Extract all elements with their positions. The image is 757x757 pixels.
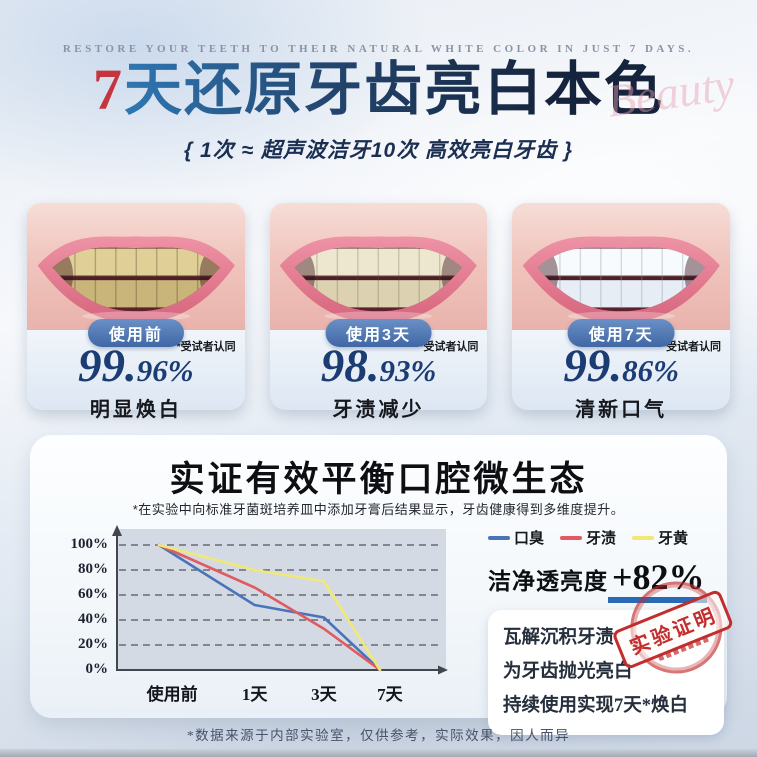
panel-day3: 使用3天 *受试者认同 98.93% 牙渍减少 — [269, 203, 488, 421]
panel-stats: *受试者认同 98.93% 牙渍减少 — [270, 330, 488, 422]
legend-item: 牙渍 — [560, 527, 616, 548]
legend-color-dash — [632, 535, 655, 540]
smile-illustration — [279, 235, 478, 323]
smile-photo-day7 — [512, 203, 731, 330]
legend-label: 口臭 — [514, 530, 545, 547]
benefit-line: 为牙齿抛光亮白 — [503, 662, 633, 683]
chart-plot-area — [112, 525, 448, 675]
evidence-card: 实证有效平衡口腔微生态 *在实验中向标准牙菌斑培养皿中添加牙膏后结果显示，牙齿健… — [30, 435, 737, 735]
panel-caption: 清新口气 — [575, 399, 668, 421]
panel-stats: *受试者认同 99.86% 清新口气 — [512, 330, 730, 422]
legend-label: 牙渍 — [586, 530, 617, 547]
benefit-textbox: 实验证明 瓦解沉积牙渍 为牙齿抛光亮白 持续使用实现7天*焕白 — [488, 567, 737, 735]
legend-color-dash — [488, 535, 510, 540]
panel-caption: 明显焕白 — [89, 399, 182, 421]
percent-small: 86% — [622, 353, 679, 388]
page-title: 7天还原牙齿亮白本色 — [0, 58, 757, 122]
legend-color-dash — [560, 535, 583, 540]
y-tick-label: 20% — [78, 636, 108, 652]
percent-big: 98. — [320, 340, 380, 392]
title-number-7: 7 — [92, 57, 124, 122]
usage-badge: 使用3天 — [325, 319, 432, 347]
percent-small: 93% — [379, 353, 437, 388]
percent-big: 99. — [78, 340, 137, 392]
percent-value: 99.96% — [27, 343, 245, 390]
smile-photo-day3 — [269, 203, 488, 330]
y-tick-label: 80% — [78, 561, 108, 577]
smile-illustration — [37, 235, 235, 323]
data-source-disclaimer: *数据来源于内部实验室，仅供参考，实际效果，因人而异 — [186, 728, 571, 743]
title-text: 天还原牙齿亮白本色 — [123, 57, 664, 122]
y-tick-label: 40% — [78, 611, 108, 627]
english-tagline: RESTORE YOUR TEETH TO THEIR NATURAL WHIT… — [62, 43, 695, 55]
legend-item: 口臭 — [488, 527, 544, 548]
legend-item: 牙黄 — [632, 527, 688, 548]
y-tick-label: 100% — [70, 536, 109, 552]
endorse-note: *受试者认同 — [419, 341, 479, 353]
y-tick-label: 60% — [78, 586, 108, 602]
y-tick-label: 0% — [85, 661, 109, 677]
footer-band-decoration — [0, 749, 757, 757]
panel-before: 使用前 *受试者认同 99.96% 明显焕白 — [27, 203, 245, 421]
percent-small: 96% — [136, 353, 194, 388]
usage-badge: 使用7天 — [567, 319, 675, 347]
chart-side-column: 口臭 牙渍 牙黄 洁净透亮度 +82% 实验证明 瓦解沉积牙渍 为牙齿抛光亮白 持续使… — [488, 527, 737, 735]
percent-big: 99. — [563, 340, 623, 392]
chart-canvas — [112, 525, 448, 675]
panel-day7: 使用7天 *受试者认同 99.86% 清新口气 — [512, 203, 731, 421]
subtitle: { 1次 ≈ 超声波洁牙10次 高效亮白牙齿 } — [183, 139, 574, 162]
endorse-note: *受试者认同 — [661, 341, 722, 353]
line-chart: 0% 20% 40% 60% 80% 100% 使用前 1天 3天 7天 — [54, 525, 484, 709]
percent-value: 98.93% — [270, 343, 488, 390]
highlight-value: +82% — [608, 557, 707, 603]
benefit-line: 瓦解沉积牙渍 — [503, 628, 615, 648]
usage-badge: 使用前 — [87, 319, 184, 347]
panel-stats: *受试者认同 99.96% 明显焕白 — [27, 330, 245, 422]
smile-photo-before — [27, 203, 245, 330]
percent-value: 99.86% — [512, 343, 730, 390]
benefit-line: 持续使用实现7天*焕白 — [503, 696, 689, 717]
highlight-label: 洁净透亮度 — [488, 569, 608, 594]
brightness-highlight: 洁净透亮度 +82% — [488, 556, 724, 603]
evidence-title: 实证有效平衡口腔微生态 — [169, 460, 588, 499]
endorse-note: *受试者认同 — [176, 341, 236, 353]
x-tick-label: 3天 — [311, 685, 337, 704]
comparison-panels: 使用前 *受试者认同 99.96% 明显焕白 — [27, 203, 731, 421]
legend-label: 牙黄 — [658, 530, 689, 547]
evidence-note: *在实验中向标准牙菌斑培养皿中添加牙膏后结果显示，牙齿健康得到多维度提升。 — [132, 502, 625, 517]
chart-legend: 口臭 牙渍 牙黄 — [488, 527, 724, 548]
x-tick-label: 7天 — [377, 685, 403, 704]
x-tick-label: 使用前 — [146, 685, 198, 704]
smile-illustration — [522, 235, 720, 323]
panel-caption: 牙渍减少 — [332, 399, 425, 421]
x-tick-label: 1天 — [241, 685, 268, 704]
